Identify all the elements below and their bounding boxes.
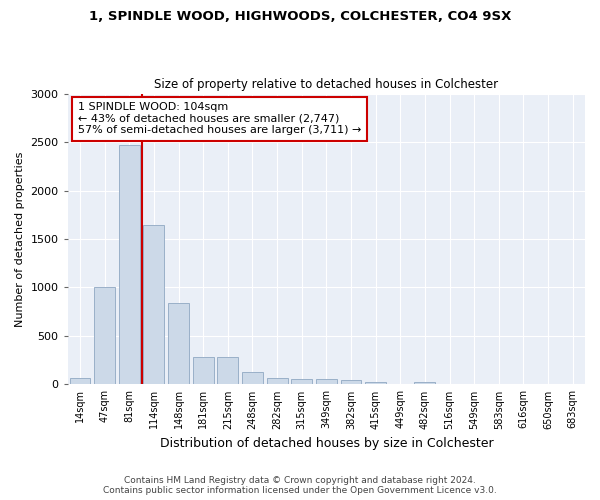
Bar [168,303,189,384]
Bar [415,382,436,384]
Bar [217,358,238,384]
Y-axis label: Number of detached properties: Number of detached properties [15,152,25,326]
Bar [316,379,337,384]
Bar [70,378,91,384]
Title: Size of property relative to detached houses in Colchester: Size of property relative to detached ho… [154,78,499,91]
Bar [193,358,214,384]
Bar [242,372,263,384]
Bar [143,226,164,384]
X-axis label: Distribution of detached houses by size in Colchester: Distribution of detached houses by size … [160,437,493,450]
Bar [365,382,386,384]
Bar [291,379,312,384]
Text: 1 SPINDLE WOOD: 104sqm
← 43% of detached houses are smaller (2,747)
57% of semi-: 1 SPINDLE WOOD: 104sqm ← 43% of detached… [78,102,361,136]
Bar [119,145,140,384]
Bar [341,380,361,384]
Bar [266,378,287,384]
Bar [94,288,115,384]
Text: Contains HM Land Registry data © Crown copyright and database right 2024.
Contai: Contains HM Land Registry data © Crown c… [103,476,497,495]
Text: 1, SPINDLE WOOD, HIGHWOODS, COLCHESTER, CO4 9SX: 1, SPINDLE WOOD, HIGHWOODS, COLCHESTER, … [89,10,511,23]
